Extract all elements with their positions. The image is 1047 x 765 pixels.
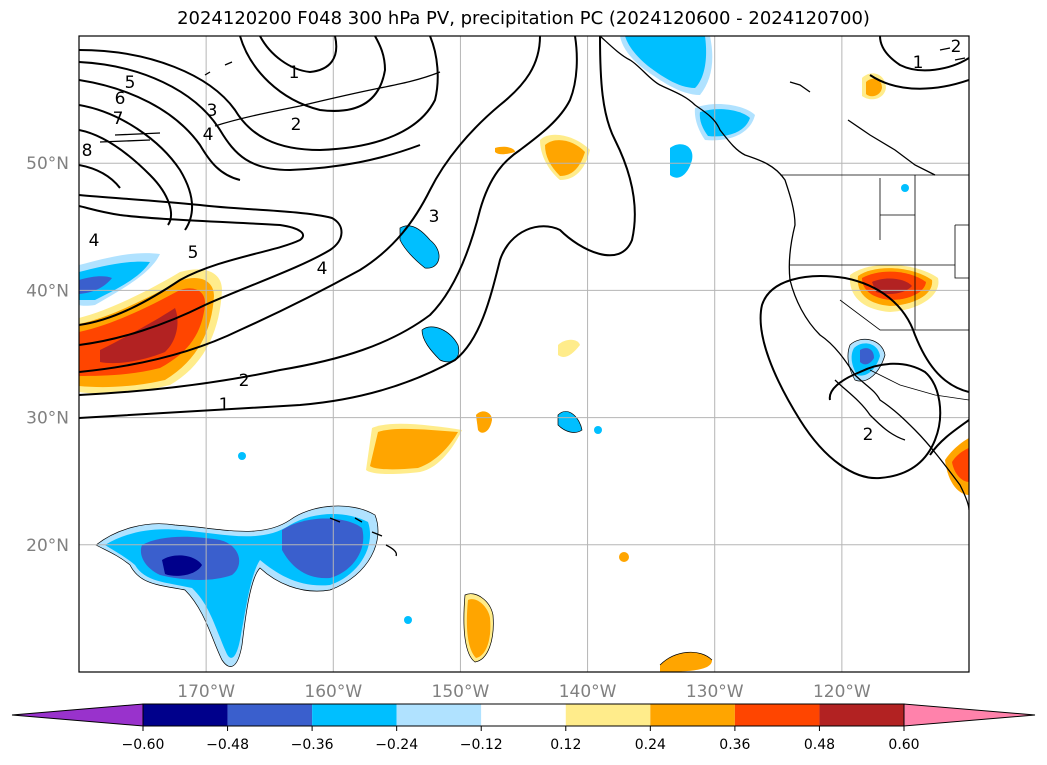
pv-label: 4	[89, 231, 100, 251]
colorbar-segment	[396, 704, 482, 726]
map-frame	[78, 35, 970, 673]
colorbar-label: −0.36	[291, 737, 334, 753]
map-panel: 1 2 4 5 3 4 8 7 6 5 4 3 2 1 1 2 2	[79, 36, 969, 672]
colorbar-label: 0.36	[719, 737, 750, 753]
lat-tick-label: 30°N	[26, 409, 69, 429]
colorbar-frame	[142, 703, 905, 727]
lon-tick-labels: 170°W 160°W 150°W 140°W 130°W 120°W	[177, 682, 871, 702]
colorbar-segment	[650, 704, 735, 726]
colorbar-label: −0.60	[122, 737, 165, 753]
colorbar-extend-min	[11, 703, 144, 727]
pv-label: 1	[219, 395, 230, 415]
pv-label: 5	[188, 243, 199, 263]
pv-label: 2	[291, 115, 302, 135]
pv-contours	[79, 36, 969, 480]
borders	[780, 174, 969, 401]
colorbar-label: −0.48	[206, 737, 249, 753]
colorbar-label: −0.12	[460, 737, 503, 753]
colorbar-extend-max	[903, 703, 1036, 727]
page-title: 2024120200 F048 300 hPa PV, precipitatio…	[177, 8, 870, 29]
colorbar-segment	[481, 704, 566, 726]
lat-tick-label: 50°N	[26, 154, 69, 174]
colorbar-segment	[734, 704, 820, 726]
pv-label: 2	[951, 37, 962, 57]
lon-tick-label: 130°W	[686, 682, 744, 702]
lon-tick-label: 150°W	[432, 682, 490, 702]
colorbar-segment	[312, 704, 397, 726]
lon-tick-label: 120°W	[813, 682, 871, 702]
pv-label: 2	[863, 425, 874, 445]
pv-label: 7	[113, 109, 124, 129]
lon-tick-label: 140°W	[559, 682, 617, 702]
pv-label: 4	[317, 259, 328, 279]
colorbar-segment	[143, 704, 228, 726]
pv-label: 4	[203, 125, 214, 145]
colorbar-segment	[227, 704, 313, 726]
colorbar-label: 0.12	[550, 737, 581, 753]
colorbar-segment	[565, 704, 651, 726]
lat-tick-labels: 50°N 40°N 30°N 20°N	[26, 154, 69, 556]
pv-label: 3	[429, 207, 440, 227]
precip-outline	[95, 225, 886, 667]
lat-tick-label: 40°N	[26, 281, 69, 301]
lon-tick-label: 160°W	[304, 682, 362, 702]
colorbar-segment	[819, 704, 904, 726]
pv-label: 1	[289, 63, 300, 83]
pv-label: 2	[239, 371, 250, 391]
coastlines	[99, 36, 969, 557]
lat-tick-label: 20°N	[26, 536, 69, 556]
pv-label: 1	[913, 53, 924, 73]
pv-label: 3	[207, 101, 218, 121]
colorbar: −0.60 −0.48 −0.36 −0.24 −0.12 0.12 0.24 0.36 0.4…	[11, 703, 1036, 753]
pv-contour-labels: 1 2 4 5 3 4 8 7 6 5 4 3 2 1 1 2 2	[82, 37, 962, 445]
pv-label: 8	[82, 141, 93, 161]
colorbar-label: 0.48	[804, 737, 835, 753]
pv-label: 6	[115, 89, 126, 109]
colorbar-label: −0.24	[375, 737, 418, 753]
colorbar-label: 0.24	[635, 737, 666, 753]
lon-tick-label: 170°W	[177, 682, 235, 702]
pv-label: 5	[125, 73, 136, 93]
colorbar-label: 0.60	[888, 737, 919, 753]
